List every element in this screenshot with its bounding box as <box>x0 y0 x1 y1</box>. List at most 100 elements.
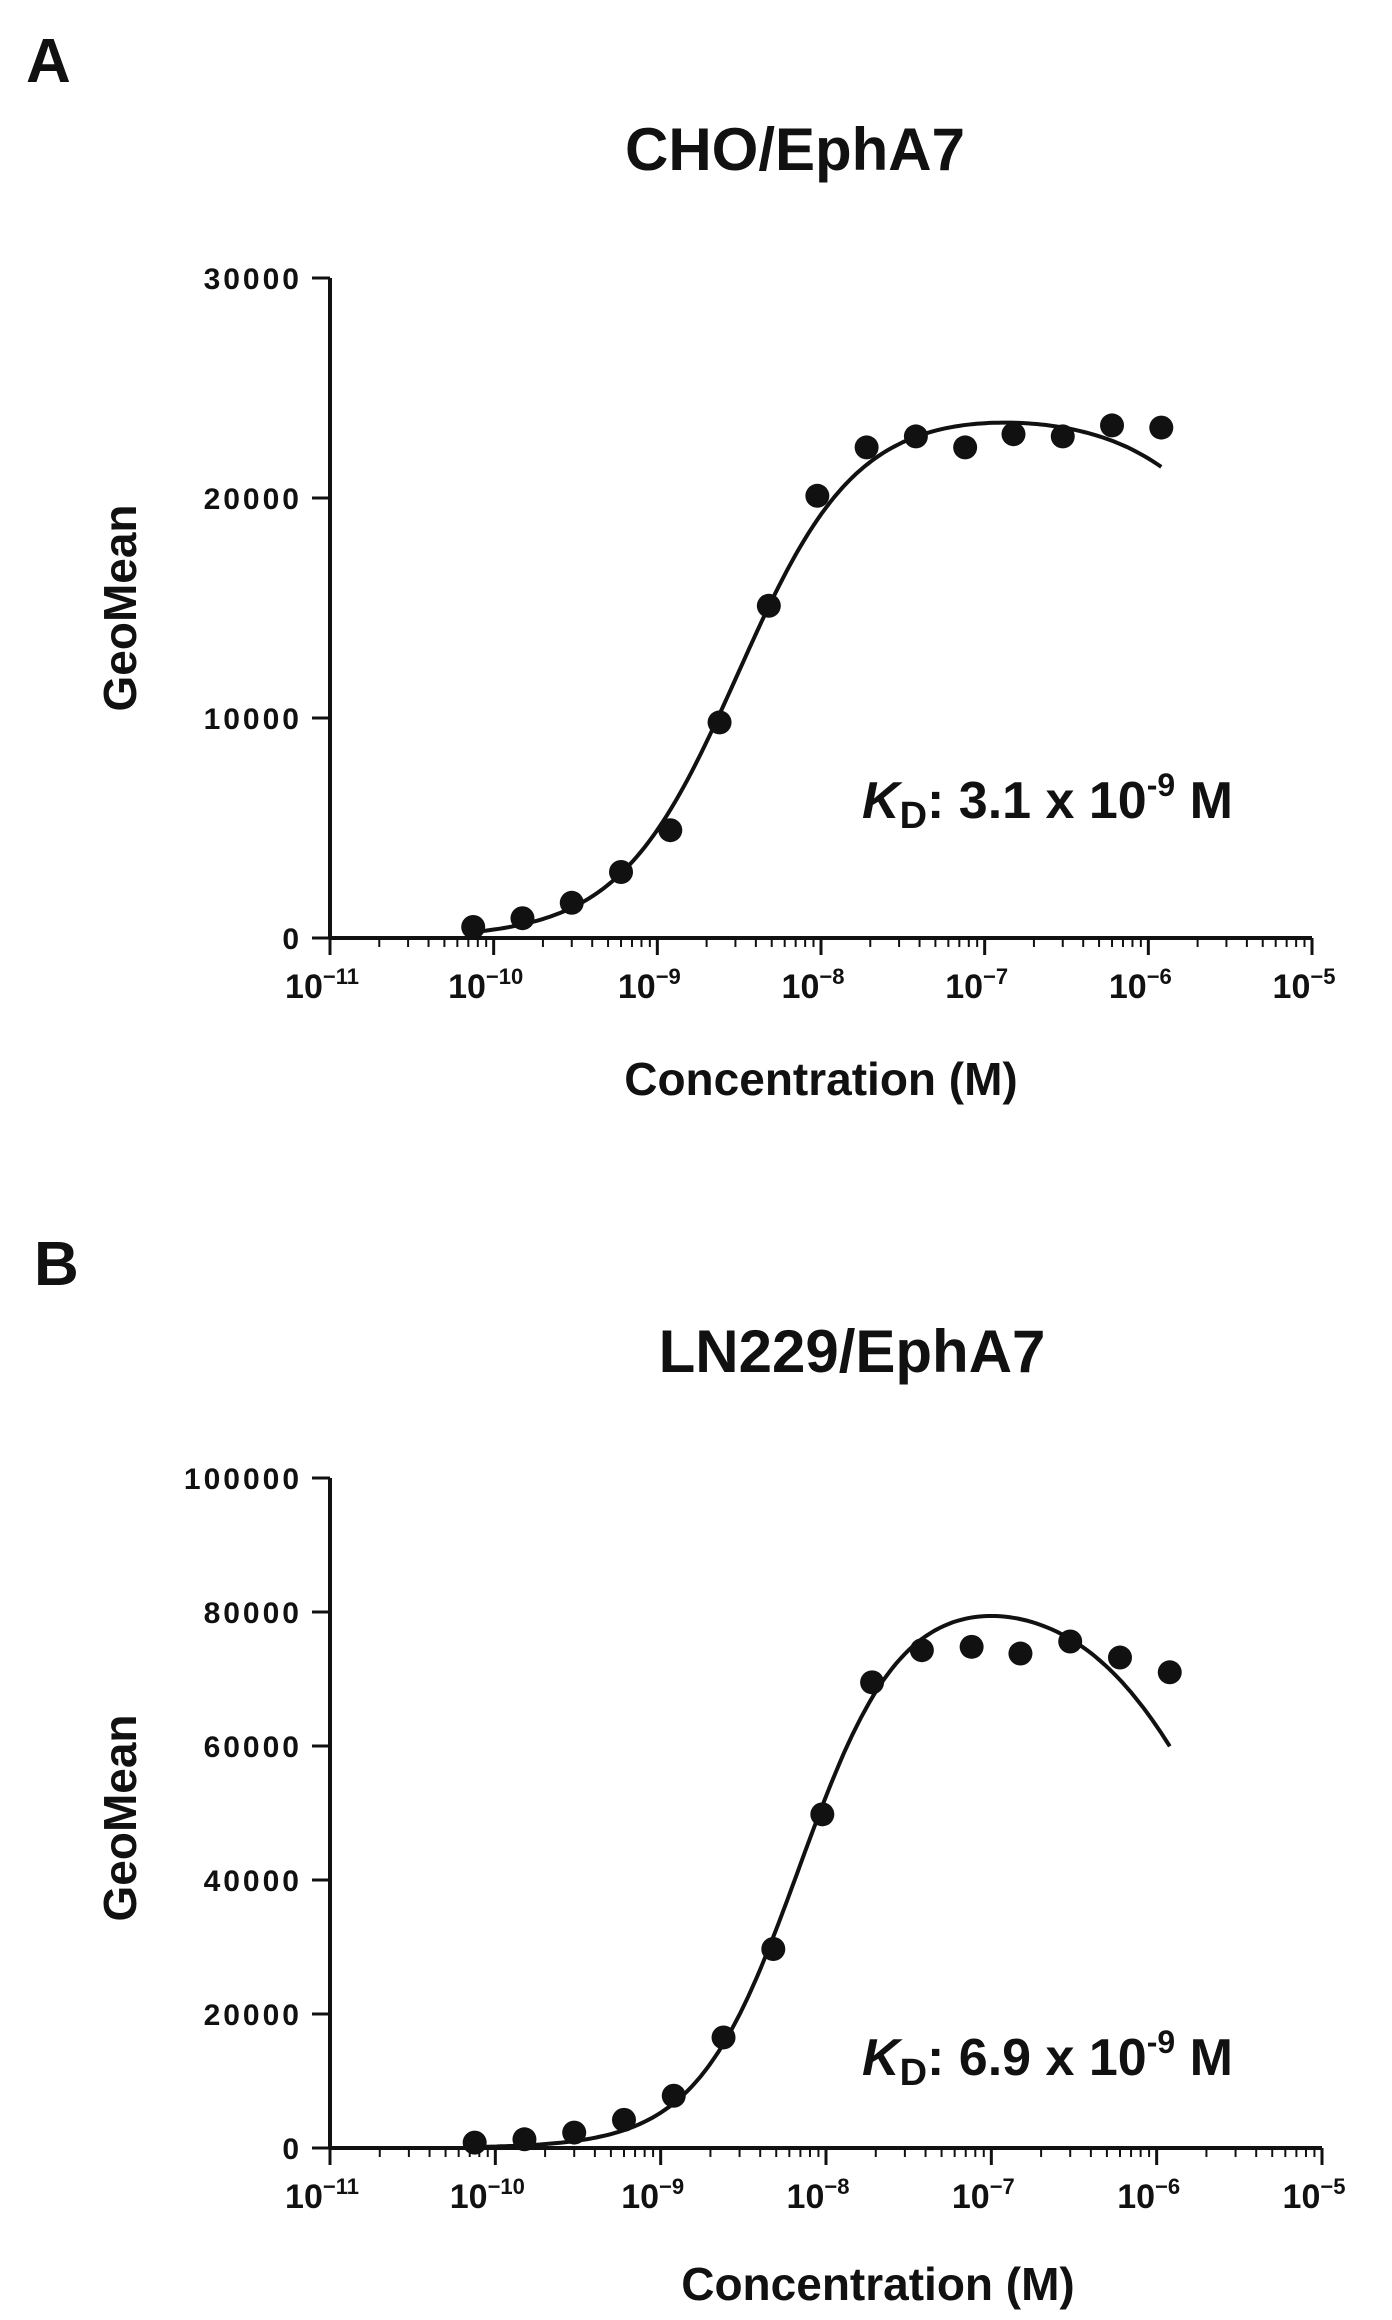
chart-a-data-point <box>1050 424 1075 449</box>
chart-b-title: LN229/EphA7 <box>659 1318 1046 1385</box>
chart-b-x-tick-exponent: −10 <box>488 2174 525 2199</box>
panel-a-letter: A <box>26 27 71 96</box>
chart-a-x-tick-label: 10−8 <box>782 964 845 1006</box>
chart-a-kd-symbol: K <box>862 772 903 830</box>
chart-a-x-tick-label: 10−6 <box>1109 964 1172 1006</box>
chart-a-x-tick-labels: 10−11 10−10 10−9 10−8 10−7 10−6 10−5 <box>285 964 1335 1006</box>
chart-b-kd-unit: M <box>1175 2029 1233 2087</box>
chart-b-x-tick-exponent: −9 <box>659 2174 684 2199</box>
chart-a-x-tick-exponent: −9 <box>656 964 681 989</box>
chart-b-data-points <box>462 1629 1182 2155</box>
chart-b-x-tick-exponent: −5 <box>1320 2174 1345 2199</box>
panel-b-letter: B <box>34 1230 79 1299</box>
chart-a-y-ticks <box>312 276 330 940</box>
chart-a-y-tick-label: 20000 <box>204 483 302 516</box>
chart-b-x-tick-exponent: −6 <box>1155 2174 1180 2199</box>
chart-a-data-point <box>510 906 535 931</box>
chart-b-data-point <box>860 1670 885 1695</box>
chart-b-x-tick-labels: 10−11 10−10 10−9 10−8 10−7 10−6 10−5 <box>285 2174 1345 2216</box>
chart-b-kd-subscript: D <box>900 2052 927 2094</box>
chart-a-x-tick-exponent: −8 <box>819 964 844 989</box>
chart-b-x-major-ticks <box>328 2148 1324 2165</box>
chart-b-x-tick-base: 10 <box>450 2178 488 2216</box>
chart-b-data-point <box>761 1937 786 1962</box>
chart-b-x-tick-base: 10 <box>621 2178 659 2216</box>
chart-a-x-tick-exponent: −11 <box>323 964 359 989</box>
chart-b-data-point <box>909 1638 934 1663</box>
chart-b-kd-symbol: K <box>862 2029 903 2087</box>
chart-a-data-point <box>461 915 486 939</box>
chart-b-x-tick-base: 10 <box>787 2178 825 2216</box>
chart-a-title: CHO/EphA7 <box>625 116 965 183</box>
chart-b-data-point <box>462 2130 487 2155</box>
chart-b-x-tick-base: 10 <box>1117 2178 1155 2216</box>
chart-a-plot: 10−11 10−10 10−9 10−8 10−7 10−6 10−5 010000200… <box>204 263 1336 1006</box>
chart-b-data-point <box>1107 1645 1132 1670</box>
chart-b-kd-annotation: KD: 6.9 x 10-9 M <box>862 2024 1233 2094</box>
chart-a-x-tick-exponent: −7 <box>983 964 1008 989</box>
chart-a-data-point <box>805 483 830 508</box>
chart-b-x-tick-label: 10−10 <box>450 2174 525 2216</box>
chart-b-y-tick-label: 60000 <box>204 1731 302 1764</box>
chart-a-x-tick-base: 10 <box>1273 968 1311 1006</box>
chart-b-kd-exponent: -9 <box>1147 2024 1175 2060</box>
chart-b-data-point <box>512 2127 537 2152</box>
chart-a-data-point <box>658 818 683 843</box>
chart-a-data-point <box>756 593 781 618</box>
panel-a: A CHO/EphA7 10−11 10−10 10−9 10−8 10−7 10−6 10… <box>26 27 1335 1105</box>
chart-a-y-tick-label: 10000 <box>204 703 302 736</box>
chart-a-x-tick-base: 10 <box>1109 968 1147 1006</box>
chart-b-x-tick-label: 10−11 <box>285 2174 359 2216</box>
chart-b-x-tick-label: 10−6 <box>1117 2174 1180 2216</box>
chart-a-x-minor-ticks <box>378 938 1306 947</box>
chart-b-x-tick-exponent: −11 <box>323 2174 359 2199</box>
chart-a-kd-subscript: D <box>900 795 927 837</box>
chart-a-kd-annotation: KD: 3.1 x 10-9 M <box>862 767 1233 837</box>
chart-a-y-tick-label: 30000 <box>204 263 302 296</box>
chart-b-data-point <box>1058 1629 1083 1654</box>
chart-a-x-tick-label: 10−5 <box>1273 964 1336 1006</box>
chart-a-x-tick-base: 10 <box>618 968 656 1006</box>
chart-b-data-point <box>661 2083 686 2108</box>
chart-b-data-point <box>959 1634 984 1659</box>
chart-a-x-tick-exponent: −5 <box>1310 964 1335 989</box>
chart-a-data-point <box>903 424 928 449</box>
chart-a-x-tick-exponent: −6 <box>1147 964 1172 989</box>
chart-b-y-tick-label: 20000 <box>204 1999 302 2032</box>
chart-b-x-tick-exponent: −8 <box>824 2174 849 2199</box>
chart-b-data-point <box>611 2107 636 2132</box>
chart-b-x-tick-base: 10 <box>285 2178 323 2216</box>
chart-b-y-tick-labels: 0 20000 40000 60000 80000 100000 <box>184 1463 302 2166</box>
chart-a-kd-exponent: -9 <box>1147 767 1175 803</box>
chart-b-y-tick-label: 100000 <box>184 1463 302 1496</box>
chart-a-kd-unit: M <box>1175 772 1233 830</box>
chart-a-x-tick-base: 10 <box>285 968 323 1006</box>
chart-a-x-tick-exponent: −10 <box>486 964 523 989</box>
chart-b-x-tick-label: 10−7 <box>952 2174 1015 2216</box>
chart-b-y-tick-label: 0 <box>282 2133 302 2166</box>
chart-b-x-tick-label: 10−9 <box>621 2174 684 2216</box>
chart-b-x-axis-title: Concentration (M) <box>681 2258 1075 2310</box>
chart-a-y-tick-labels: 0 10000 20000 30000 <box>204 263 302 956</box>
chart-b-kd-value: : 6.9 x 10 <box>927 2029 1147 2087</box>
chart-a-x-axis-title: Concentration (M) <box>624 1053 1018 1105</box>
chart-a-data-point <box>1149 415 1174 440</box>
chart-a-x-tick-label: 10−7 <box>945 964 1008 1006</box>
chart-a-x-tick-label: 10−9 <box>618 964 681 1006</box>
chart-a-data-points <box>461 413 1174 939</box>
chart-b-plot: 10−11 10−10 10−9 10−8 10−7 10−6 10−5 020000400… <box>184 1463 1346 2216</box>
chart-b-data-point <box>562 2120 587 2145</box>
chart-a-data-point <box>953 435 978 460</box>
chart-b-data-point <box>810 1802 835 1827</box>
chart-a-data-point <box>1100 413 1125 438</box>
chart-b-x-tick-label: 10−5 <box>1283 2174 1346 2216</box>
chart-a-fit-curve <box>473 420 1163 934</box>
chart-a-data-point <box>559 890 584 915</box>
chart-a-y-tick-label: 0 <box>282 923 302 956</box>
chart-b-x-tick-base: 10 <box>1283 2178 1321 2216</box>
chart-a-data-point <box>1001 422 1026 447</box>
chart-a-x-tick-base: 10 <box>448 968 486 1006</box>
chart-a-x-tick-label: 10−10 <box>448 964 523 1006</box>
chart-b-y-ticks <box>312 1476 330 2150</box>
